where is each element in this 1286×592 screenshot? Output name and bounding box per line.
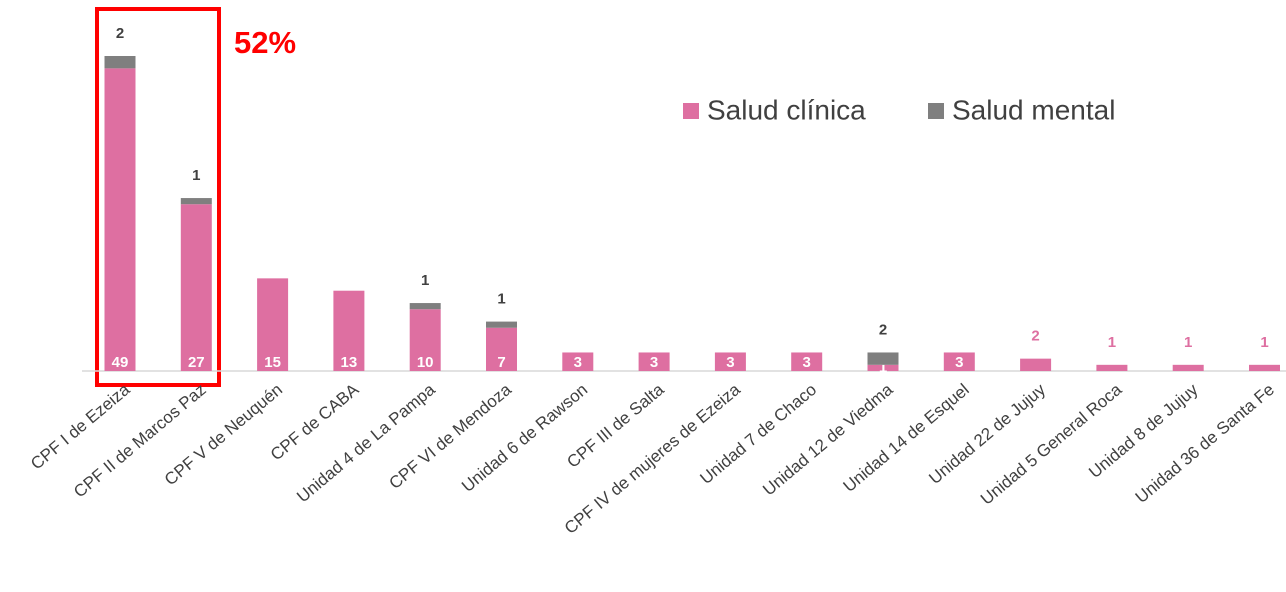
bar-segment bbox=[943, 352, 975, 371]
data-label: 49 bbox=[112, 354, 129, 371]
data-label: 1 bbox=[192, 167, 200, 184]
bar-segment bbox=[486, 321, 517, 328]
bar-segment bbox=[867, 352, 899, 365]
bar-segment bbox=[486, 327, 517, 371]
data-label: 3 bbox=[574, 354, 582, 371]
x-tick-label: CPF II de Marcos Paz bbox=[70, 380, 210, 501]
bar-segment bbox=[867, 364, 899, 371]
bar-segment bbox=[1249, 364, 1280, 371]
bar-segment bbox=[562, 352, 594, 371]
data-label: 3 bbox=[955, 354, 963, 371]
data-label: 2 bbox=[116, 25, 124, 42]
x-tick-label: Unidad 5 General Roca bbox=[977, 380, 1126, 509]
bar-segment bbox=[1172, 364, 1204, 371]
data-label: 15 bbox=[264, 354, 281, 371]
bar-segment bbox=[409, 303, 441, 310]
data-label: 1 bbox=[1108, 334, 1116, 351]
data-label: 1 bbox=[421, 272, 429, 289]
data-label: 3 bbox=[726, 354, 734, 371]
legend-label: Salud clínica bbox=[707, 94, 866, 125]
data-label: 27 bbox=[188, 354, 205, 371]
data-label: 1 bbox=[1260, 334, 1268, 351]
data-label: 2 bbox=[1031, 328, 1039, 345]
highlight-box bbox=[95, 7, 221, 387]
data-label: 3 bbox=[803, 354, 811, 371]
data-label: 7 bbox=[497, 354, 505, 371]
annotation: 52% bbox=[234, 25, 296, 60]
data-label: 1 bbox=[879, 359, 887, 376]
x-tick-label: Unidad 12 de Viedma bbox=[759, 380, 897, 500]
x-tick-label: Unidad 4 de La Pampa bbox=[293, 380, 439, 507]
x-tick-label: CPF VI de Mendoza bbox=[385, 380, 515, 493]
bar-segment bbox=[1096, 364, 1128, 371]
bar-segment bbox=[409, 309, 441, 371]
x-tick-label: Unidad 14 de Esquel bbox=[840, 380, 973, 496]
bar-segment bbox=[104, 56, 136, 69]
bar-segment bbox=[104, 68, 136, 372]
data-label: 2 bbox=[879, 321, 887, 338]
data-label: 1 bbox=[1184, 334, 1192, 351]
legend-label: Salud mental bbox=[952, 94, 1115, 125]
data-label: 3 bbox=[650, 354, 658, 371]
bar-segment bbox=[638, 352, 670, 371]
data-label: 1 bbox=[497, 291, 505, 308]
data-label: 10 bbox=[417, 354, 434, 371]
legend-swatch bbox=[683, 103, 699, 119]
x-tick-label: Unidad 6 de Rawson bbox=[458, 380, 591, 496]
data-label: 13 bbox=[341, 354, 358, 371]
bar-segment bbox=[180, 204, 212, 371]
bar-segment bbox=[180, 198, 212, 205]
bar-segment bbox=[257, 278, 289, 371]
bar-segment bbox=[1020, 358, 1052, 371]
x-tick-label: Unidad 36 de Santa Fe bbox=[1132, 380, 1278, 507]
bar-segment bbox=[791, 352, 823, 371]
bar-segment bbox=[333, 290, 365, 371]
bar-segment bbox=[714, 352, 746, 371]
legend-swatch bbox=[928, 103, 944, 119]
